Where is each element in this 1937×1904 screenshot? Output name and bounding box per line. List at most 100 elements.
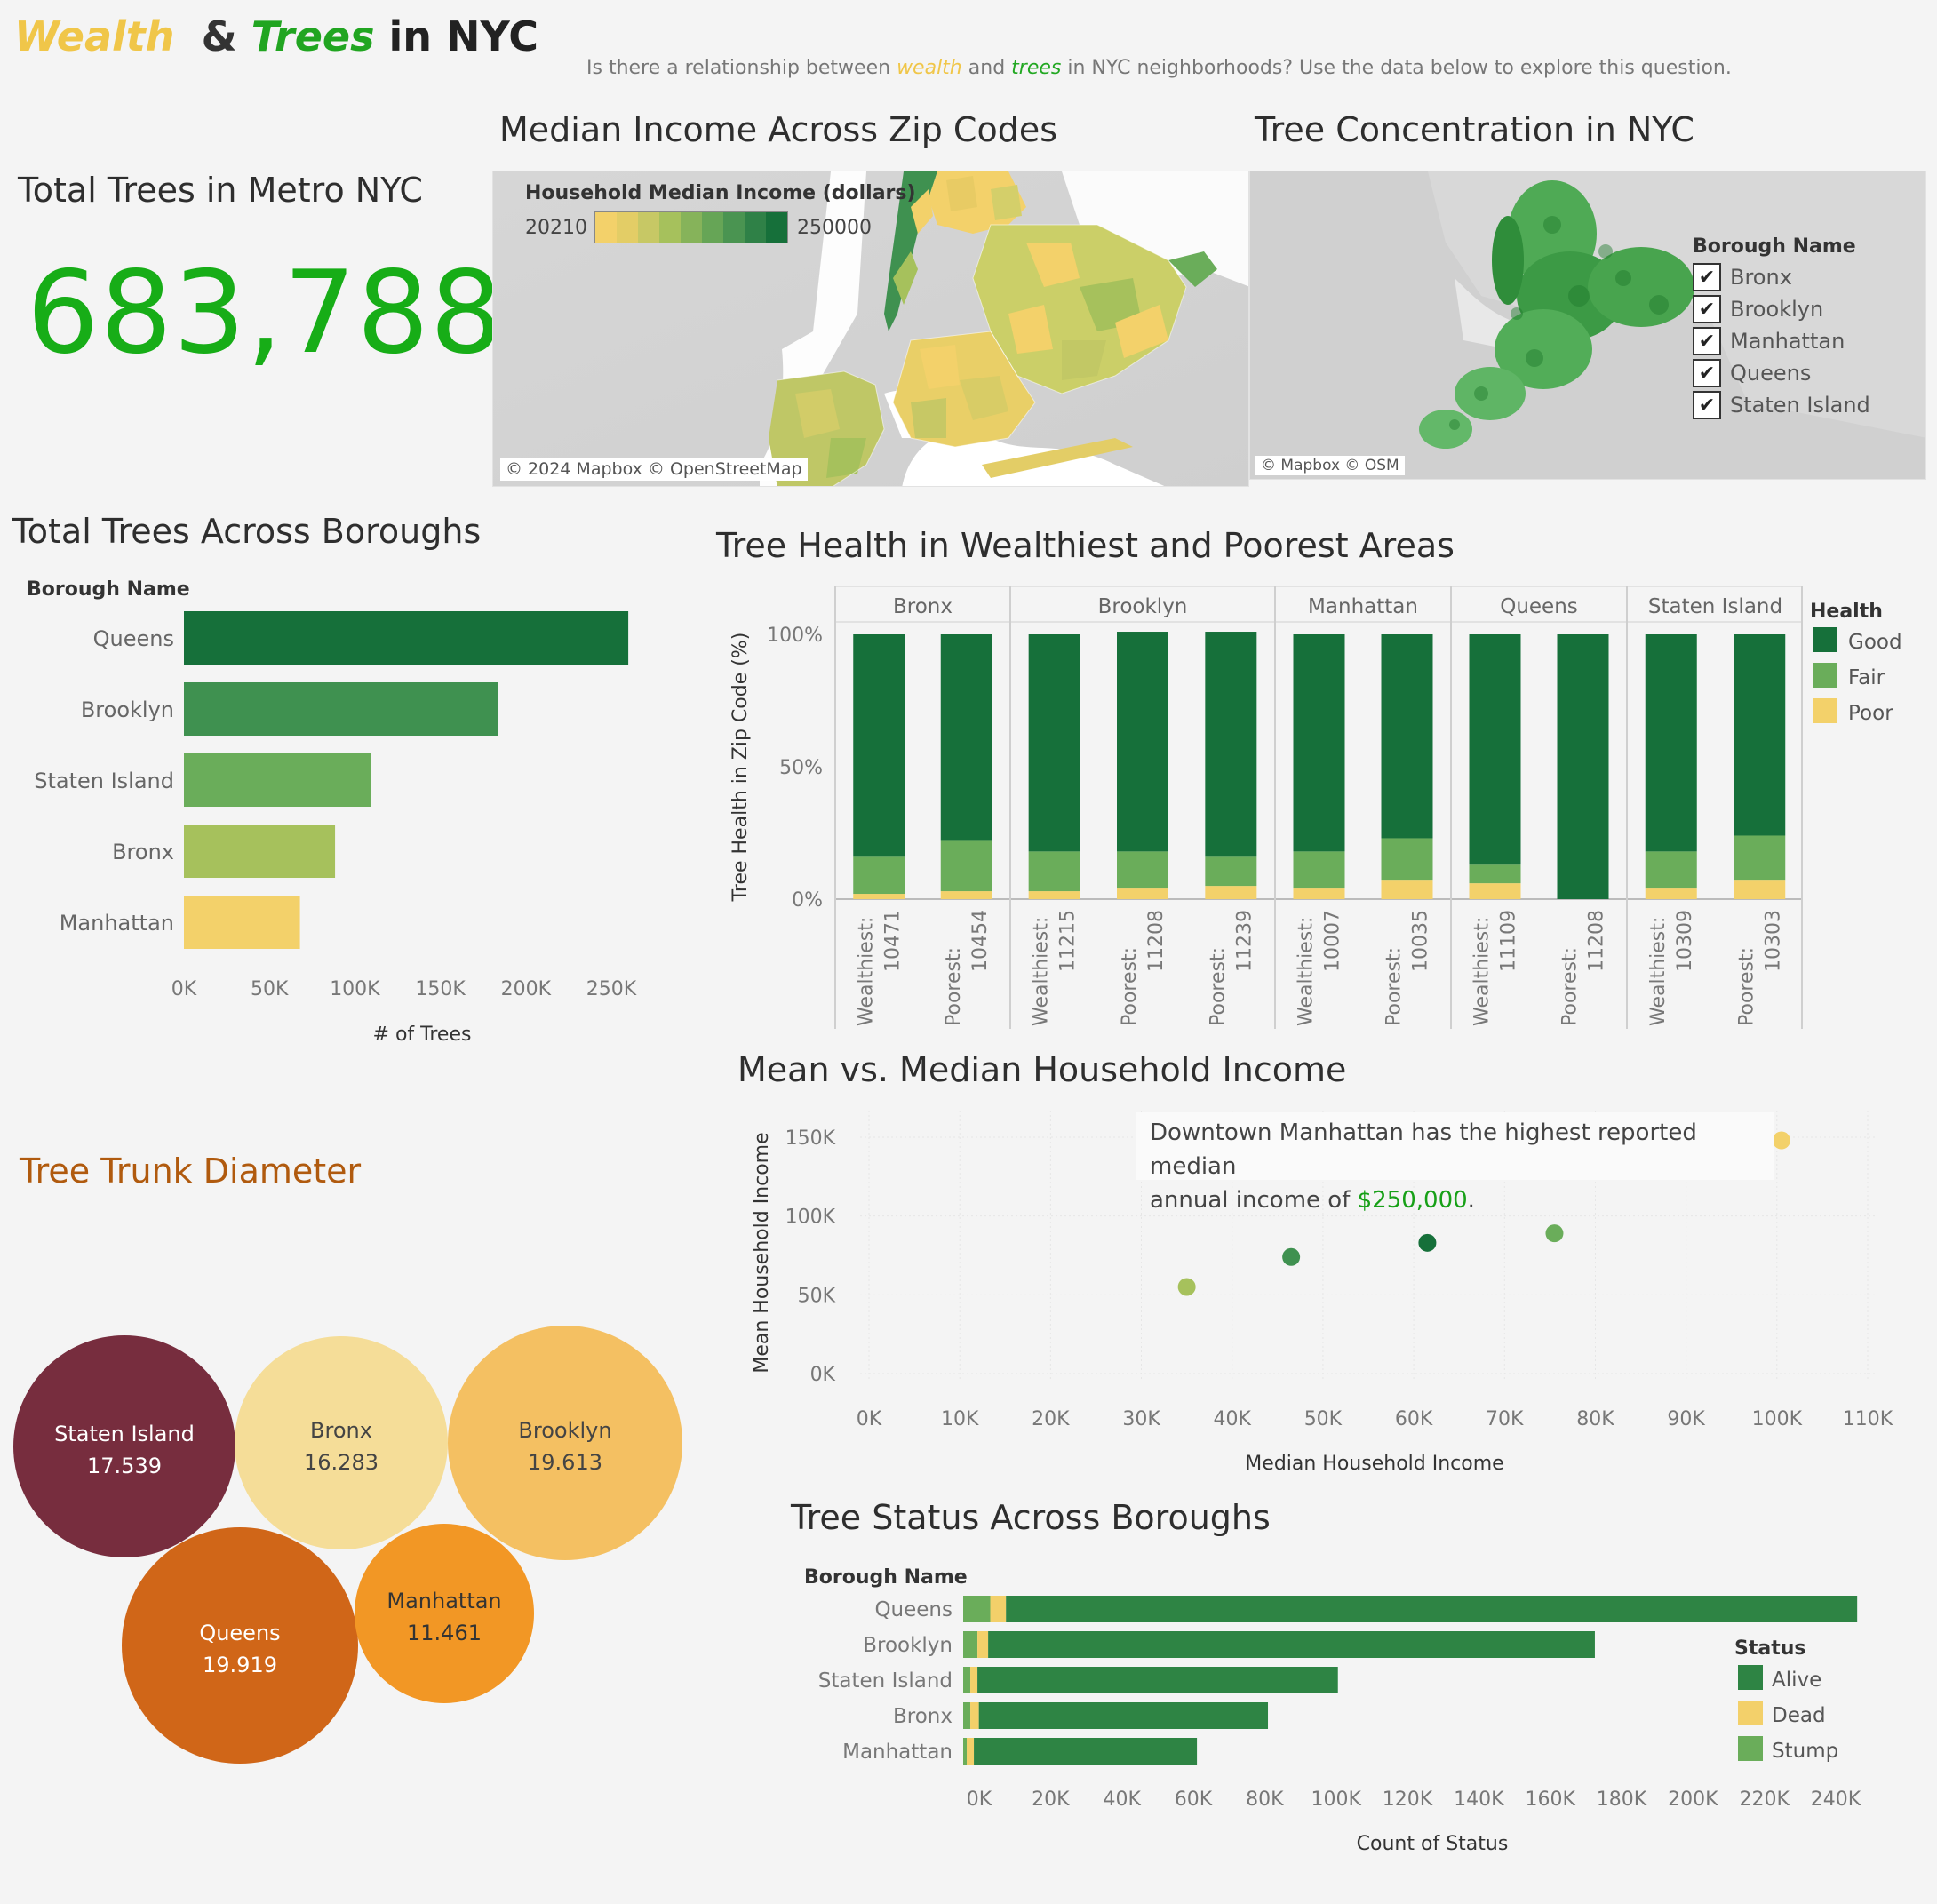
title-wealth: Wealth — [14, 12, 175, 60]
filter-item-staten-island[interactable]: ✔ Staten Island — [1693, 391, 1870, 419]
tree-health-bar-poor[interactable] — [1645, 888, 1697, 899]
tree-status-bar-alive[interactable] — [974, 1738, 1198, 1765]
tree-health-bar-good[interactable] — [1381, 634, 1433, 839]
scatter-point[interactable] — [1418, 1233, 1437, 1252]
tree-status-bar-stump[interactable] — [963, 1738, 968, 1765]
filter-item-queens[interactable]: ✔ Queens — [1693, 359, 1870, 387]
tree-map[interactable]: Borough Name ✔ Bronx ✔ Brooklyn ✔ Manhattan ✔ Q… — [1249, 171, 1926, 480]
scatter-point[interactable] — [1282, 1247, 1301, 1266]
tree-health-bar-good[interactable] — [1117, 632, 1168, 852]
tree-health-bar-good[interactable] — [853, 634, 905, 857]
total-trees-bar[interactable] — [184, 753, 371, 807]
tree-status-bar-stump[interactable] — [963, 1702, 971, 1729]
tree-health-bar-fair[interactable] — [1293, 851, 1345, 889]
filter-label: Staten Island — [1730, 393, 1870, 418]
dashboard-title: Wealth & Trees in NYC — [14, 12, 538, 60]
tree-health-bar-good[interactable] — [1293, 634, 1345, 852]
tree-health-bar-good[interactable] — [1734, 634, 1786, 836]
tree-health-legend-label: Fair — [1848, 666, 1885, 689]
scatter-point[interactable] — [1545, 1224, 1564, 1243]
trunk-bubble-manhattan[interactable] — [355, 1524, 534, 1703]
tree-status-bar-alive[interactable] — [1006, 1596, 1858, 1622]
scatter-point[interactable] — [1772, 1131, 1790, 1150]
tree-health-bar-poor[interactable] — [1381, 880, 1433, 899]
tree-status-bar-dead[interactable] — [970, 1667, 978, 1693]
tree-health-bar-fair[interactable] — [1117, 851, 1168, 889]
filter-checkbox[interactable]: ✔ — [1693, 263, 1721, 291]
total-trees-bar[interactable] — [184, 896, 300, 949]
tree-status-legend-swatch — [1738, 1701, 1763, 1725]
filter-checkbox[interactable]: ✔ — [1693, 327, 1721, 355]
tree-status-bar-alive[interactable] — [978, 1702, 1269, 1729]
tree-health-bar-poor[interactable] — [1734, 880, 1786, 899]
trunk-bubble-label: Manhattan — [387, 1589, 501, 1613]
income-map[interactable]: Household Median Income (dollars) 20210 … — [492, 171, 1249, 487]
filter-checkbox[interactable]: ✔ — [1693, 359, 1721, 387]
tree-health-bar-fair[interactable] — [1028, 851, 1080, 892]
tree-health-bar-fair[interactable] — [853, 856, 905, 895]
tree-status-bar-alive[interactable] — [977, 1667, 1338, 1693]
tree-status-bar-dead[interactable] — [990, 1596, 1007, 1622]
tree-status-bar-alive[interactable] — [988, 1631, 1595, 1658]
title-amp: & — [201, 12, 237, 60]
tree-health-bar-good[interactable] — [940, 634, 992, 841]
trunk-bubble-brooklyn[interactable] — [448, 1326, 682, 1560]
tree-health-bar-poor[interactable] — [853, 894, 905, 899]
filter-item-bronx[interactable]: ✔ Bronx — [1693, 263, 1870, 291]
tree-health-bar-poor[interactable] — [1205, 886, 1257, 899]
income-map-attribution[interactable]: © 2024 Mapbox © OpenStreetMap — [500, 458, 808, 481]
tree-health-bar-label-kind: Poorest: — [1119, 947, 1141, 1026]
tree-map-attribution[interactable]: © Mapbox © OSM — [1255, 456, 1405, 475]
tree-health-bar-good[interactable] — [1645, 634, 1697, 852]
trunk-bubble-queens[interactable] — [122, 1527, 358, 1764]
tree-health-bar-poor[interactable] — [1469, 883, 1521, 899]
trunk-bubble-staten-island[interactable] — [13, 1335, 235, 1557]
filter-item-brooklyn[interactable]: ✔ Brooklyn — [1693, 295, 1870, 323]
total-trees-bar[interactable] — [184, 611, 629, 665]
tree-health-bar-fair[interactable] — [940, 840, 992, 892]
tree-status-bar-dead[interactable] — [977, 1631, 989, 1658]
annotation-mid: annual income of — [1150, 1187, 1351, 1214]
tree-status-bar-dead[interactable] — [967, 1738, 975, 1765]
tree-health-borough-header: Staten Island — [1648, 595, 1782, 618]
tree-health-bar-fair[interactable] — [1205, 856, 1257, 887]
trunk-bubble-bronx[interactable] — [235, 1336, 448, 1549]
tree-health-bar-fair[interactable] — [1645, 851, 1697, 889]
subtitle-post: in NYC neighborhoods? Use the data below… — [1067, 57, 1732, 79]
scatter-point[interactable] — [1177, 1278, 1196, 1296]
tree-status-bar-dead[interactable] — [970, 1702, 979, 1729]
tree-health-bar-label-zip: 10303 — [1762, 910, 1784, 972]
tree-health-bar-good[interactable] — [1557, 634, 1609, 899]
tree-map-title: Tree Concentration in NYC — [1255, 110, 1694, 149]
total-trees-bar[interactable] — [184, 682, 498, 736]
tree-health-legend-swatch — [1813, 698, 1837, 723]
tree-health-bar-good[interactable] — [1028, 634, 1080, 852]
filter-item-manhattan[interactable]: ✔ Manhattan — [1693, 327, 1870, 355]
total-trees-bar[interactable] — [184, 825, 336, 878]
tree-health-bar-label: Wealthiest: 11109 — [1471, 910, 1520, 1026]
tree-health-bar-good[interactable] — [1205, 632, 1257, 857]
tree-status-bar-stump[interactable] — [963, 1667, 971, 1693]
trunk-bubble-label: Bronx — [310, 1418, 372, 1443]
tree-health-bar-poor[interactable] — [940, 891, 992, 899]
tree-health-bar-poor[interactable] — [1028, 891, 1080, 899]
tree-health-bar-label-zip: 11215 — [1057, 910, 1080, 972]
tree-status-category-label: Staten Island — [818, 1669, 953, 1693]
tree-health-bar-poor[interactable] — [1293, 888, 1345, 899]
filter-checkbox[interactable]: ✔ — [1693, 295, 1721, 323]
scatter-xtick: 50K — [1304, 1408, 1343, 1430]
scatter-xtick: 90K — [1667, 1408, 1705, 1430]
tree-health-bar-fair[interactable] — [1734, 835, 1786, 881]
scatter-ylabel: Mean Household Income — [751, 1132, 773, 1373]
tree-health-bar-poor[interactable] — [1117, 888, 1168, 899]
tree-health-bar-fair[interactable] — [1469, 864, 1521, 884]
filter-checkbox[interactable]: ✔ — [1693, 391, 1721, 419]
tree-health-bar-fair[interactable] — [1381, 838, 1433, 881]
tree-health-bar-label-zip: 10007 — [1322, 910, 1344, 972]
scatter-xtick: 10K — [941, 1408, 979, 1430]
trunk-diameter-title: Tree Trunk Diameter — [20, 1151, 362, 1191]
tree-health-bar-good[interactable] — [1469, 634, 1521, 865]
tree-status-bar-stump[interactable] — [963, 1596, 991, 1622]
tree-health-bar-label: Wealthiest: 10309 — [1647, 910, 1696, 1026]
tree-status-bar-stump[interactable] — [963, 1631, 978, 1658]
